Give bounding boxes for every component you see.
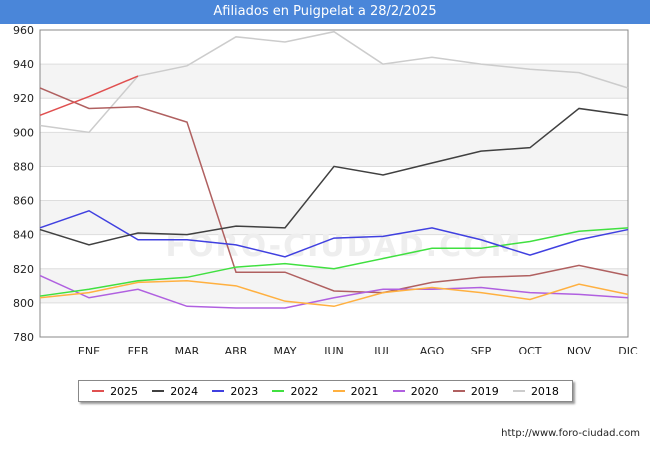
x-tick-label: SEP bbox=[471, 345, 492, 354]
legend-swatch bbox=[452, 390, 465, 392]
legend-item-2025: 2025 bbox=[92, 385, 138, 398]
legend-label: 2019 bbox=[470, 384, 499, 398]
x-tick-label: FEB bbox=[128, 345, 149, 354]
legend-item-2024: 2024 bbox=[152, 385, 198, 398]
footer-url: http://www.foro-ciudad.com bbox=[501, 428, 640, 439]
legend: 2025 2024 2023 2022 2021 2020 2019 2018 bbox=[78, 380, 573, 402]
legend-swatch bbox=[272, 390, 285, 392]
legend-item-2019: 2019 bbox=[452, 384, 499, 398]
x-tick-label: OCT bbox=[518, 345, 541, 354]
x-tick-label: MAY bbox=[274, 345, 297, 354]
y-tick-label: 880 bbox=[13, 160, 34, 173]
y-tick-label: 940 bbox=[13, 58, 34, 71]
legend-label: 2025 bbox=[110, 384, 139, 398]
x-tick-label: MAR bbox=[175, 345, 200, 354]
y-tick-label: 800 bbox=[13, 297, 34, 310]
legend-item-2021: 2021 bbox=[332, 384, 379, 398]
legend-label: 2022 bbox=[290, 384, 319, 398]
grid-band bbox=[40, 132, 628, 167]
legend-label: 2020 bbox=[410, 384, 439, 398]
x-tick-label: JUL bbox=[373, 345, 392, 354]
watermark: FORO-CIUDAD.COM bbox=[166, 229, 523, 264]
legend-label: 2024 bbox=[170, 384, 199, 398]
series-line-2020 bbox=[39, 274, 629, 309]
y-tick-label: 920 bbox=[13, 92, 34, 105]
y-tick-label: 960 bbox=[13, 24, 34, 37]
legend-item-2018: 2018 bbox=[512, 384, 559, 398]
legend-label: 2018 bbox=[530, 384, 559, 398]
plot-frame bbox=[39, 29, 629, 338]
legend-label: 2021 bbox=[350, 384, 379, 398]
y-tick-label: 860 bbox=[13, 195, 34, 208]
x-tick-label: ENE bbox=[78, 345, 100, 354]
legend-item-2020: 2020 bbox=[392, 384, 439, 398]
line-chart: 780 800 820 840 860 880 900 920 940 960 FORO-CIUDA… bbox=[13, 24, 638, 354]
legend-swatch bbox=[212, 390, 225, 392]
y-tick-label: 780 bbox=[13, 331, 34, 344]
series-line-2024 bbox=[39, 107, 629, 246]
x-tick-label: NOV bbox=[567, 345, 592, 354]
x-tick-label: JUN bbox=[323, 345, 344, 354]
legend-swatch bbox=[92, 390, 105, 392]
series-line-2025 bbox=[39, 75, 139, 116]
y-tick-label: 900 bbox=[13, 126, 34, 139]
series-line-2022 bbox=[39, 227, 629, 297]
legend-swatch bbox=[512, 390, 525, 392]
legend-item-2023: 2023 bbox=[212, 385, 258, 398]
x-tick-label: ABR bbox=[225, 345, 248, 354]
series-line-2019 bbox=[39, 87, 629, 294]
x-tick-label: DIC bbox=[618, 345, 638, 354]
series-line-2023 bbox=[39, 209, 629, 258]
legend-item-2022: 2022 bbox=[272, 385, 318, 398]
legend-swatch bbox=[152, 390, 165, 392]
chart-title: Afiliados en Puigpelat a 28/2/2025 bbox=[0, 0, 650, 24]
legend-swatch bbox=[332, 390, 345, 392]
grid-band bbox=[40, 200, 628, 235]
x-tick-label: AGO bbox=[420, 345, 445, 354]
series-line-2021 bbox=[39, 279, 629, 308]
y-tick-label: 820 bbox=[13, 263, 34, 276]
y-tick-label: 840 bbox=[13, 229, 34, 242]
legend-label: 2023 bbox=[230, 384, 259, 398]
legend-swatch bbox=[392, 390, 405, 392]
